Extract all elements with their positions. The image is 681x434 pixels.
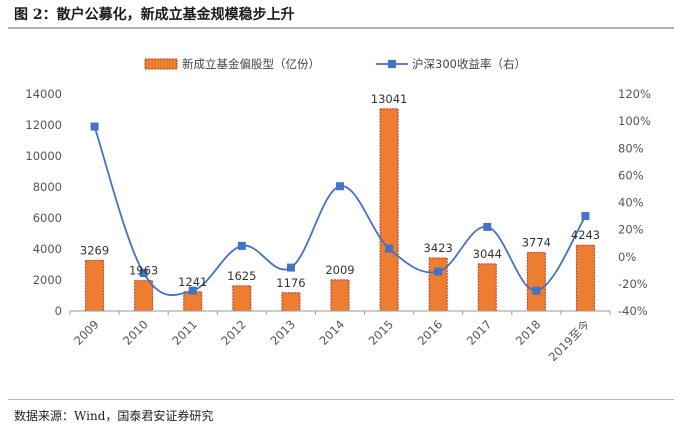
y-left-tick-label: 12000 (25, 118, 62, 132)
y-left-tick-label: 0 (55, 304, 62, 318)
bar (477, 263, 497, 312)
x-axis: 2009 2010 2011 2012 2013 2014 2015 2016 2017 2018… (69, 310, 611, 364)
y-axis-left: 0 2000 4000 6000 8000 10000 12000 14000 (25, 87, 62, 318)
source-note: 数据来源：Wind，国泰君安证券研究 (14, 409, 214, 423)
bar-data-label: 3044 (473, 247, 502, 261)
y-right-tick-label: 100% (618, 114, 651, 128)
line-series (90, 122, 590, 296)
x-tick-label: 2011 (169, 317, 200, 348)
legend-line-marker (388, 60, 396, 68)
bar-data-label: 13041 (371, 92, 408, 106)
figure-title: 图 2：散户公募化，新成立基金规模稳步上升 (14, 7, 295, 23)
y-right-tick-label: -20% (618, 277, 648, 291)
bar (134, 280, 154, 312)
x-tick-label: 2016 (415, 317, 446, 348)
y-right-tick-label: 40% (618, 196, 644, 210)
legend: 新成立基金偏股型（亿份） 沪深300收益率（右） (144, 57, 526, 71)
y-right-tick-label: 80% (618, 141, 644, 155)
bar (330, 279, 350, 312)
x-tick-label: 2012 (218, 317, 249, 348)
x-tick-label: 2019至今 (546, 317, 593, 364)
bar-data-label: 2009 (325, 263, 354, 277)
y-left-tick-label: 6000 (33, 211, 62, 225)
bar (575, 244, 595, 312)
line-point (434, 267, 443, 276)
y-axis-right: -40% -20% 0% 20% 40% 60% 80% 100% 120% (618, 87, 651, 318)
y-left-tick-label: 8000 (33, 180, 62, 194)
bar-data-label: 3774 (522, 236, 551, 250)
x-tick-label: 2017 (464, 317, 495, 348)
bar-data-label: 1625 (227, 269, 256, 283)
y-left-tick-label: 2000 (33, 273, 62, 287)
bar-data-label: 1241 (178, 275, 207, 289)
title-rule (8, 27, 674, 29)
bar (281, 292, 301, 312)
bar-data-label: 3423 (424, 241, 453, 255)
bar-data-label: 3269 (80, 243, 109, 257)
line-point (483, 222, 492, 231)
bar-series (85, 108, 595, 312)
line-point (286, 263, 295, 272)
x-tick-label: 2009 (71, 317, 102, 348)
legend-bar-swatch (144, 58, 178, 70)
bar (232, 285, 252, 312)
y-right-tick-label: 120% (618, 87, 651, 101)
y-left-tick-label: 10000 (25, 149, 62, 163)
legend-bar-label: 新成立基金偏股型（亿份） (182, 57, 320, 71)
line-point (237, 241, 246, 250)
x-tick-label: 2018 (513, 317, 544, 348)
x-tick-label: 2015 (366, 317, 397, 348)
y-left-tick-label: 14000 (25, 87, 62, 101)
y-right-tick-label: 0% (618, 250, 636, 264)
bar-data-label: 1176 (276, 276, 305, 290)
bar (526, 252, 546, 312)
y-right-tick-label: 60% (618, 168, 644, 182)
bar-data-label: 4243 (571, 228, 600, 242)
x-tick-label: 2010 (120, 317, 151, 348)
line-point (336, 182, 344, 191)
line-point (581, 212, 590, 221)
legend-line-label: 沪深300收益率（右） (412, 57, 526, 71)
y-right-tick-label: -40% (618, 304, 648, 318)
line-point (532, 286, 541, 295)
footer-rule (8, 399, 674, 400)
bar (379, 108, 399, 312)
line-point (90, 122, 99, 131)
bar (428, 257, 448, 312)
line-point (188, 286, 197, 295)
line-point (139, 269, 148, 278)
bar (85, 259, 105, 312)
x-tick-label: 2013 (267, 317, 298, 348)
bar-data-label: 1963 (129, 264, 158, 278)
y-right-tick-label: 20% (618, 223, 644, 237)
x-tick-label: 2014 (317, 317, 348, 348)
chart: 新成立基金偏股型（亿份） 沪深300收益率（右） 0 2000 4000 6000 80… (25, 57, 651, 364)
y-left-tick-label: 4000 (33, 242, 62, 256)
line-point (385, 244, 394, 253)
data-labels: 3269 1963 1241 1625 1176 2009 13041 3423 3044 377… (80, 92, 600, 290)
